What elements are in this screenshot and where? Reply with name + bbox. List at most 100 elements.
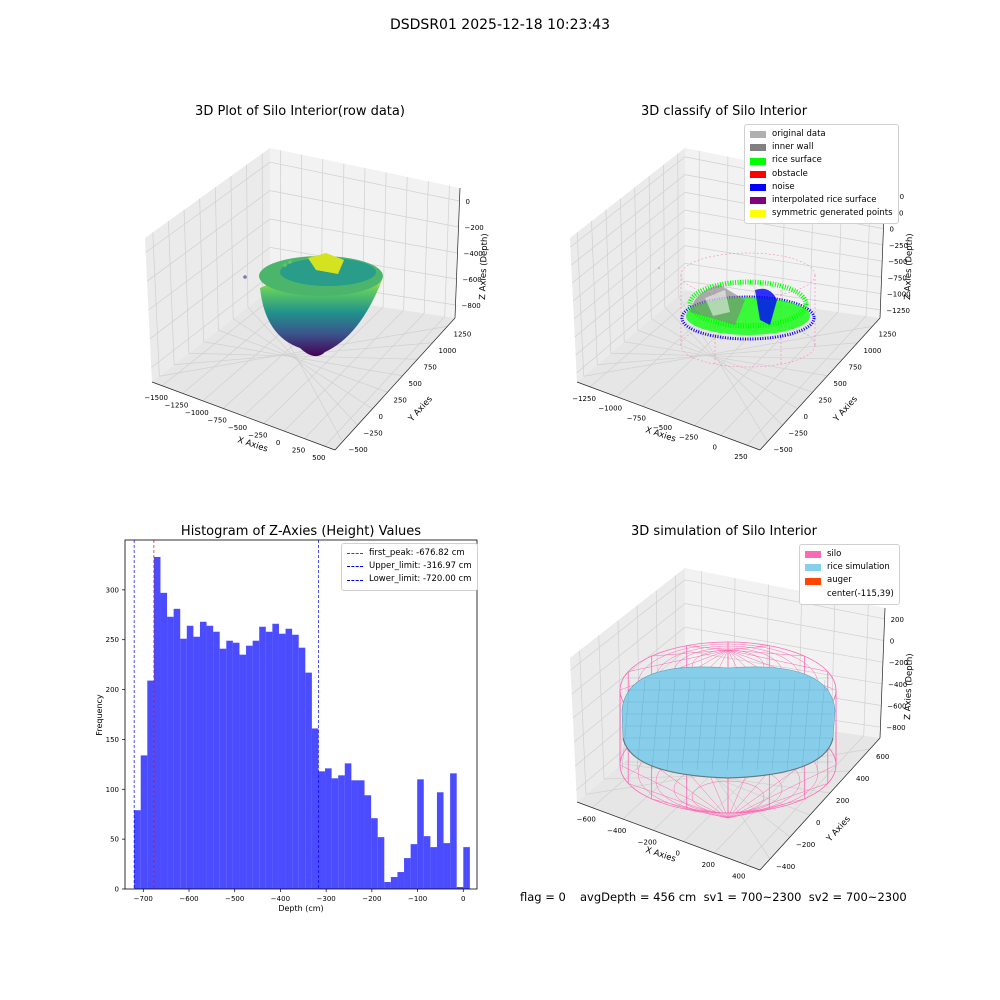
- simulation-legend-swatch: [805, 564, 821, 572]
- classify-panel-title: 3D classify of Silo Interior: [640, 104, 808, 119]
- histogram-bar: [423, 836, 431, 889]
- classify-legend-entry: obstacle: [750, 168, 893, 181]
- histogram-bar: [311, 728, 319, 889]
- histogram-bar: [443, 843, 451, 889]
- histogram-bar: [450, 773, 457, 889]
- sim-x-tick-label: 400: [732, 872, 745, 880]
- histogram-bar: [417, 779, 424, 889]
- histogram-bar: [140, 755, 148, 889]
- classify-y-label: Y Axies: [831, 394, 860, 425]
- histogram-bar: [377, 837, 385, 889]
- raw-y-tick-label: 750: [424, 363, 437, 371]
- raw-z-ticks: 0 −200 −400 −600 −800: [462, 198, 484, 310]
- sim-z-tick-label: −800: [886, 724, 905, 732]
- classify-x-ticks: −1250−1000 −750 −500 −250 0 250: [572, 395, 747, 461]
- classify-legend-swatch: [750, 131, 766, 139]
- classify-legend-label: interpolated rice surface: [772, 195, 877, 206]
- histogram-legend-entry: first_peak: -676.82 cm: [347, 547, 472, 560]
- raw-y-tick-label: 1250: [454, 330, 472, 338]
- sim-y-tick-label: −400: [776, 863, 795, 871]
- classify-z-label: Z Axies (Depth): [903, 233, 915, 300]
- cls-z-tick-label: −250: [889, 242, 908, 250]
- raw-z-tick-label: −400: [464, 250, 483, 258]
- cls-y-tick-label: −500: [774, 446, 793, 454]
- classify-legend-swatch: [750, 170, 766, 178]
- histogram-bar: [232, 642, 240, 889]
- histogram-bar: [173, 608, 181, 889]
- classify-legend-label: inner wall: [772, 142, 814, 153]
- histogram-bar: [239, 654, 247, 889]
- histogram-bar: [371, 818, 378, 889]
- cls-y-tick-label: 0: [804, 413, 808, 421]
- sim-x-tick-label: −600: [577, 816, 596, 824]
- classify-legend-swatch: [750, 183, 766, 191]
- histogram-x-tick-label: −600: [179, 895, 198, 903]
- simulation-legend-swatch: [805, 551, 821, 559]
- histogram-y-tick-label: 100: [106, 786, 119, 794]
- simulation-legend-label: center(-115,39): [827, 588, 894, 599]
- simulation-x-ticks: −600 −400 −200 0 200 400: [577, 816, 746, 881]
- classify-legend-swatch: [750, 157, 766, 165]
- histogram-legend-swatch: [347, 566, 363, 568]
- cls-y-tick-label: 250: [819, 396, 832, 404]
- sim-z-tick-label: 0: [890, 638, 894, 646]
- histogram-bar: [265, 631, 273, 889]
- histogram-bar: [259, 626, 266, 889]
- histogram-y-tick-label: 200: [106, 686, 119, 694]
- raw-z-tick-label: −800: [462, 302, 481, 310]
- classify-legend-entry: noise: [750, 181, 893, 194]
- histogram-bar: [272, 623, 279, 889]
- histogram-y-label: Frequency: [95, 694, 104, 736]
- raw-x-tick-label: −750: [208, 416, 227, 424]
- cls-x-tick-label: −500: [653, 424, 672, 432]
- cls-z-tick-label: −1000: [887, 291, 911, 299]
- classify-legend-swatch: [750, 197, 766, 205]
- histogram-bar: [160, 592, 168, 889]
- histogram-x-tick-label: −200: [362, 895, 381, 903]
- cls-y-tick-label: 750: [849, 363, 862, 371]
- histogram-bar: [318, 771, 326, 889]
- simulation-silo-front: [619, 690, 837, 765]
- sim-y-tick-label: 600: [876, 753, 889, 761]
- histogram-bar: [226, 640, 233, 889]
- raw-x-tick-label: −1250: [165, 401, 189, 409]
- simulation-legend-label: silo: [827, 549, 842, 559]
- simulation-panel-title: 3D simulation of Silo Interior: [631, 524, 817, 539]
- simulation-legend-label: rice simulation: [827, 562, 890, 573]
- cls-z-tick-label: −500: [888, 258, 907, 266]
- classify-legend-label: obstacle: [772, 168, 808, 179]
- simulation-x-label: X Axies: [644, 845, 677, 864]
- classify-legend-label: noise: [772, 181, 795, 192]
- sim-y-tick-label: 200: [836, 797, 849, 805]
- raw-y-label: Y Axies: [406, 394, 435, 425]
- histogram-bar: [390, 877, 398, 889]
- classify-legend-swatch: [750, 144, 766, 152]
- histogram-x-tick-label: −500: [225, 895, 244, 903]
- simulation-legend: silo rice simulation auger center(-115,39): [799, 544, 900, 605]
- sim-x-tick-label: −200: [638, 838, 657, 846]
- histogram-bar: [213, 631, 220, 889]
- classify-legend-entry: rice surface: [750, 154, 893, 167]
- cls-x-tick-label: −1000: [598, 405, 622, 413]
- raw-y-tick-label: 1000: [439, 347, 457, 355]
- raw-x-tick-label: −1500: [144, 394, 168, 402]
- histogram-legend-label: first_peak: -676.82 cm: [369, 548, 465, 558]
- sim-x-tick-label: −400: [607, 827, 626, 835]
- histogram-bar: [180, 638, 187, 889]
- histogram-x-tick-label: −400: [271, 895, 290, 903]
- classify-legend: original data inner wall rice surface obsta…: [744, 124, 899, 225]
- classify-legend-label: original data: [772, 129, 826, 139]
- histogram-x-tick-label: 0: [461, 895, 465, 903]
- histogram-bars: [134, 556, 470, 889]
- sim-z-tick-label: −400: [888, 681, 907, 689]
- histogram-bar: [199, 621, 207, 889]
- raw-z-tick-label: −600: [463, 276, 482, 284]
- classify-legend-label: symmetric generated points: [772, 208, 893, 219]
- histogram-x-tick-label: −100: [408, 895, 427, 903]
- histogram-y-tick-label: 50: [110, 836, 119, 844]
- sim-x-tick-label: 0: [676, 850, 680, 858]
- histogram-y-tick-label: 300: [106, 586, 119, 594]
